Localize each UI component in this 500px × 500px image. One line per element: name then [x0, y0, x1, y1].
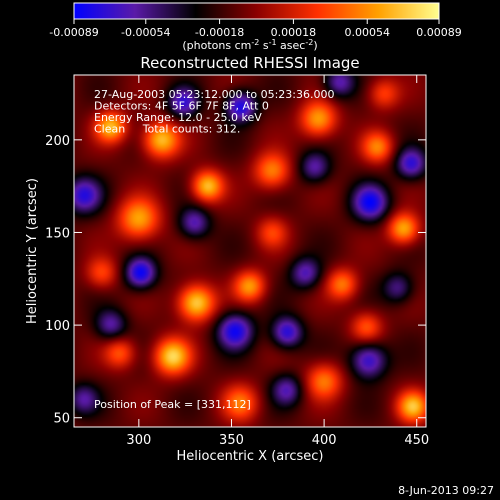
y-tick-label: 200	[45, 134, 70, 149]
y-tick-label: 100	[45, 319, 70, 334]
timestamp: 8-Jun-2013 09:27	[398, 484, 494, 497]
annotations: 27-Aug-2003 05:23:12.000 to 05:23:36.000…	[94, 88, 335, 136]
colorbar-unit-label: (photons cm-2 s-1 asec-2)	[182, 38, 317, 52]
colorbar-tick-label: -0.00089	[49, 26, 98, 39]
x-tick-label: 350	[219, 433, 244, 448]
annotation-line: Energy Range: 12.0 - 25.0 keV	[94, 111, 262, 124]
y-tick-label: 150	[45, 226, 70, 241]
x-tick-label: 400	[312, 433, 337, 448]
annotation-line: Clean Total counts: 312.	[94, 123, 240, 136]
axis-ticks: 300 350 400 450 50 100 150 200	[45, 75, 429, 448]
colorbar-ticks: -0.00089 -0.00054 -0.00018 0.00018 0.00054 0.…	[49, 19, 462, 39]
y-tick-label: 50	[53, 412, 70, 427]
colorbar-tick-label: 0.00054	[344, 26, 390, 39]
peak-position-label: Position of Peak = [331,112]	[94, 398, 251, 411]
plot-frame	[73, 74, 427, 428]
y-axis-label: Heliocentric Y (arcsec)	[25, 178, 40, 324]
colorbar	[73, 2, 440, 20]
colorbar-tick-label: -0.00018	[195, 26, 244, 39]
x-tick-label: 300	[126, 433, 151, 448]
annotation-line: 27-Aug-2003 05:23:12.000 to 05:23:36.000	[94, 88, 335, 101]
colorbar-tick-label: -0.00054	[121, 26, 170, 39]
annotation-line: Detectors: 4F 5F 6F 7F 8F, Att 0	[94, 100, 269, 113]
chart-title: Reconstructed RHESSI Image	[140, 54, 359, 72]
colorbar-tick-label: 0.00089	[416, 26, 462, 39]
x-axis-label: Heliocentric X (arcsec)	[177, 449, 324, 464]
x-tick-label: 450	[404, 433, 429, 448]
heatmap-image	[74, 75, 426, 427]
colorbar-tick-label: 0.00018	[271, 26, 317, 39]
